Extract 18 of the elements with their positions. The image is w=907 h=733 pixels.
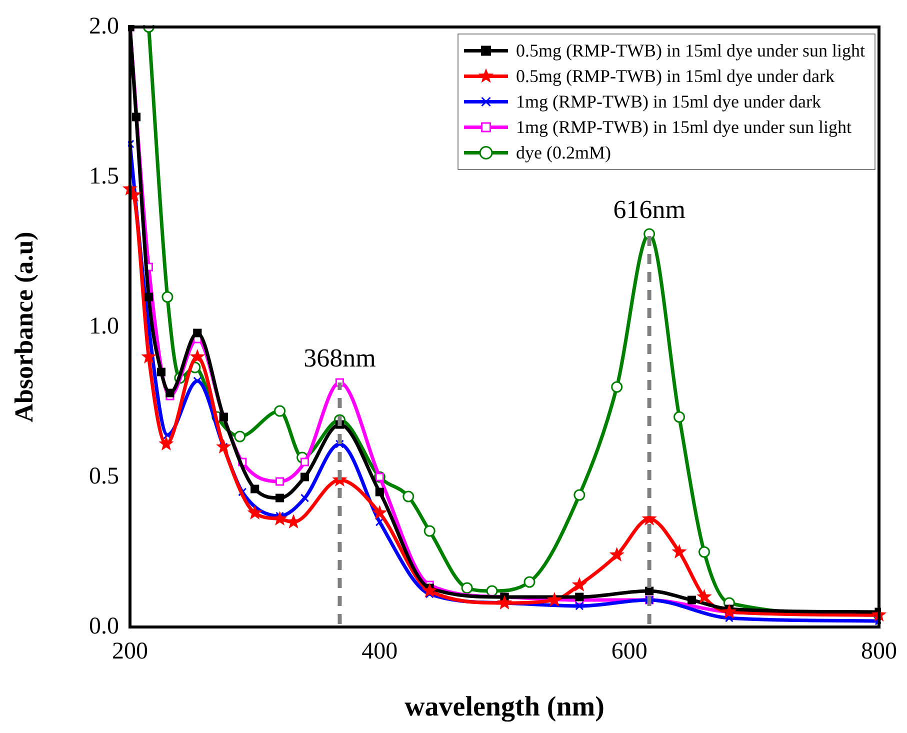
legend-label: 0.5mg (RMP-TWB) in 15ml dye under sun light: [516, 40, 866, 60]
x-tick-label: 800: [861, 638, 897, 665]
x-axis-title: wavelength (nm): [404, 691, 604, 722]
y-tick-label: 1.5: [89, 163, 119, 190]
y-tick-label: 1.0: [89, 313, 119, 340]
y-axis-title: Absorbance (a.u): [9, 232, 38, 422]
legend-label: dye (0.2mM): [516, 142, 612, 162]
x-tick-label: 600: [611, 638, 648, 665]
ref-line-label: 368nm: [304, 343, 376, 372]
legend-label: 1mg (RMP-TWB) in 15ml dye under sun light: [516, 116, 852, 137]
y-tick-label: 0.5: [89, 463, 119, 490]
x-tick-label: 200: [112, 638, 148, 665]
legend-label: 1mg (RMP-TWB) in 15ml dye under dark: [516, 91, 821, 112]
x-tick-label: 400: [362, 638, 398, 665]
legend-label: 0.5mg (RMP-TWB) in 15ml dye under dark: [516, 66, 834, 86]
y-tick-label: 2.0: [89, 13, 119, 40]
ref-line-label: 616nm: [613, 194, 686, 224]
y-tick-label: 0.0: [89, 613, 119, 640]
